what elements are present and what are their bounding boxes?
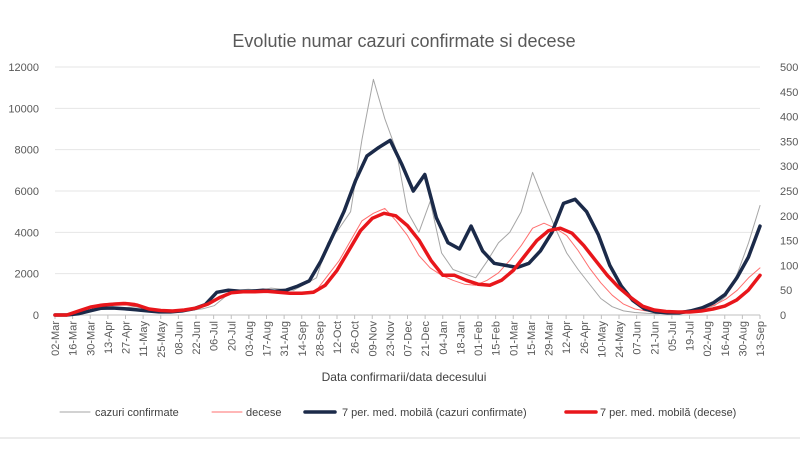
x-tick-label: 02-Mar [50, 321, 62, 356]
x-tick-label: 04-Jan [438, 321, 450, 355]
y-tick-label: 4000 [15, 227, 39, 239]
x-tick-label: 13-Apr [103, 321, 115, 354]
x-tick-label: 21-Jun [649, 321, 661, 355]
series-line-7-per-med-mobil-decese [53, 211, 762, 317]
x-tick-label: 06-Jul [209, 321, 221, 351]
y-right-tick-label: 150 [780, 236, 798, 248]
y-tick-label: 8000 [15, 145, 39, 157]
x-tick-label: 05-Jul [667, 321, 679, 351]
x-tick-label: 20-Jul [226, 321, 238, 351]
x-tick-label: 03-Aug [244, 321, 256, 356]
x-tick-label: 12-Oct [332, 321, 344, 354]
legend-label: 7 per. med. mobilă (cazuri confirmate) [342, 407, 527, 419]
x-tick-label: 24-May [614, 321, 626, 358]
x-tick-label: 13-Sep [755, 321, 767, 356]
x-tick-label: 12-Apr [561, 321, 573, 354]
y-right-tick-label: 50 [780, 285, 792, 297]
x-tick-label: 11-May [138, 321, 150, 357]
gridlines [55, 66, 760, 316]
y-right-tick-label: 0 [780, 310, 786, 322]
x-tick-label: 01-Mar [508, 321, 520, 356]
y-right-tick-label: 200 [780, 211, 798, 223]
x-tick-label: 01-Feb [473, 321, 485, 356]
x-axis: 02-Mar 16-Mar 30-Mar 13-Apr 27-Apr 11-May 25-M… [50, 315, 767, 358]
legend-label: cazuri confirmate [95, 407, 179, 419]
series-lines [53, 78, 762, 317]
x-tick-label: 19-Jul [685, 321, 697, 351]
y-tick-label: 6000 [15, 186, 39, 198]
x-tick-label: 16-Aug [720, 321, 732, 356]
x-tick-label: 25-May [156, 321, 168, 358]
y-tick-label: 10000 [8, 103, 39, 115]
y-right-tick-label: 450 [780, 87, 798, 99]
x-tick-label: 07-Jun [632, 321, 644, 355]
x-tick-label: 30-Mar [85, 321, 97, 356]
x-tick-label: 10-May [596, 321, 608, 358]
x-tick-label: 31-Aug [279, 321, 291, 356]
x-tick-label: 30-Aug [737, 321, 749, 356]
y-tick-label: 12000 [8, 62, 39, 74]
y-tick-label: 2000 [15, 269, 39, 281]
x-tick-label: 26-Oct [350, 321, 362, 354]
y-right-tick-label: 300 [780, 161, 798, 173]
x-tick-label: 15-Feb [491, 321, 503, 356]
x-tick-label: 07-Dec [403, 321, 415, 357]
x-tick-label: 15-Mar [526, 321, 538, 356]
x-tick-label: 21-Dec [420, 321, 432, 357]
x-tick-label: 17-Aug [262, 321, 274, 356]
y-axis-right: 0 50 100 150 200 250 300 350 400 450 500 [780, 62, 798, 322]
x-tick-label: 27-Apr [121, 321, 133, 354]
x-tick-label: 09-Nov [367, 321, 379, 357]
y-right-tick-label: 400 [780, 112, 798, 124]
x-tick-label: 28-Sep [314, 321, 326, 356]
x-tick-label: 08-Jun [173, 321, 185, 355]
chart-title: Evolutie numar cazuri confirmate si dece… [232, 31, 575, 51]
y-tick-label: 0 [33, 310, 39, 322]
y-right-tick-label: 250 [780, 186, 798, 198]
x-tick-label: 22-Jun [191, 321, 203, 355]
legend: cazuri confirmate decese 7 per. med. mobil… [59, 407, 736, 419]
x-axis-label: Data confirmarii/data decesului [322, 370, 487, 384]
legend-label: decese [246, 407, 281, 419]
x-tick-label: 16-Mar [68, 321, 80, 356]
y-right-tick-label: 100 [780, 260, 798, 272]
x-tick-label: 26-Apr [579, 321, 591, 354]
y-axis-left: 0 2000 4000 6000 8000 10000 12000 [8, 62, 39, 322]
legend-label: 7 per. med. mobilă (decese) [600, 407, 736, 419]
y-right-tick-label: 350 [780, 136, 798, 148]
x-tick-label: 02-Aug [702, 321, 714, 356]
x-tick-label: 14-Sep [297, 321, 309, 356]
x-tick-label: 23-Nov [385, 321, 397, 357]
x-tick-label: 18-Jan [455, 321, 467, 355]
y-right-tick-label: 500 [780, 62, 798, 74]
x-tick-label: 29-Mar [544, 321, 556, 356]
